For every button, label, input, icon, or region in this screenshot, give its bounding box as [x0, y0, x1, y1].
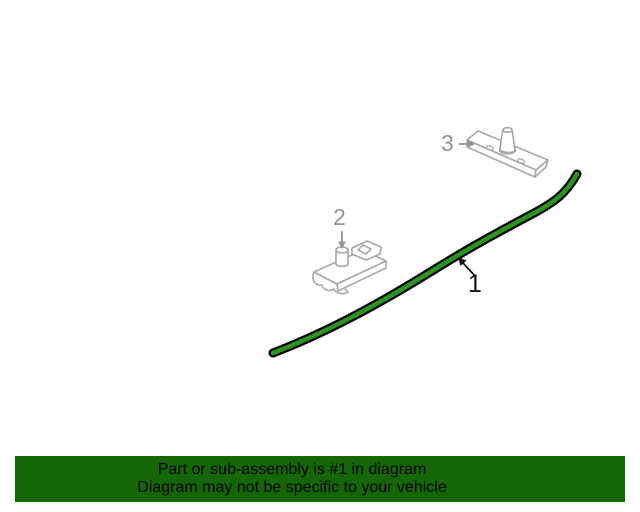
- clip2-step-notch: [357, 244, 372, 255]
- molding-highlight-fill: [270, 171, 580, 356]
- callout-label-2: 2: [333, 204, 346, 230]
- clip3-base-end-face: [534, 159, 549, 178]
- highlighted-molding-part: [268, 169, 582, 358]
- clip3-hole-left: [485, 145, 495, 151]
- callout-3-arrowhead: [467, 140, 475, 148]
- callout-label-3: 3: [441, 130, 454, 156]
- molding-outline: [268, 169, 582, 358]
- callout-1-arrow-line: [462, 262, 477, 278]
- notice-banner: Part or sub-assembly is #1 in diagram Di…: [15, 456, 625, 502]
- clip3-hole-right: [516, 158, 526, 164]
- front-mounting-clip-part: [312, 240, 387, 295]
- callout-2-arrow: [338, 231, 346, 249]
- callout-1-arrow: [458, 257, 477, 278]
- callout-label-1: 1: [468, 270, 482, 298]
- clip3-stud-cap: [502, 126, 513, 134]
- notice-line-1: Part or sub-assembly is #1 in diagram: [157, 461, 427, 478]
- callout-2-arrowhead: [338, 241, 346, 249]
- callout-3-arrow: [459, 140, 475, 148]
- clip2-base-front-face: [336, 260, 387, 292]
- clip2-stud-body: [335, 249, 349, 268]
- callout-1-arrowhead: [458, 257, 467, 266]
- notice-line-2: Diagram may not be specific to your vehi…: [137, 479, 447, 496]
- clip3-stud-cone: [499, 129, 516, 154]
- rear-mounting-clip-part: [466, 126, 549, 178]
